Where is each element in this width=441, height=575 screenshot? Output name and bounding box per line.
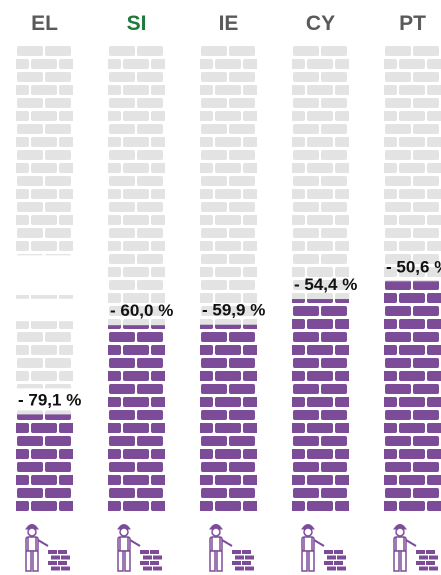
brick-column	[200, 45, 257, 512]
bar	[108, 325, 165, 512]
value-label: - 50,6 %	[386, 257, 441, 276]
body	[393, 536, 407, 552]
category-label: CY	[306, 12, 335, 35]
brick-column	[384, 45, 441, 512]
brick-column	[292, 45, 349, 512]
bar	[384, 281, 441, 512]
bar	[16, 414, 73, 512]
leg	[301, 550, 308, 572]
small-brick	[150, 550, 159, 554]
category-label: PT	[399, 12, 426, 35]
small-brick	[143, 566, 152, 571]
leg	[124, 550, 131, 572]
leg	[209, 550, 216, 572]
worker-icon	[25, 524, 70, 572]
small-brick	[140, 550, 149, 554]
small-brick	[245, 555, 254, 560]
category-label: IE	[219, 12, 239, 35]
small-brick	[232, 550, 241, 554]
helmet	[117, 524, 131, 530]
helmet	[393, 524, 407, 530]
small-brick	[48, 550, 57, 554]
small-brick	[334, 561, 343, 565]
arm	[37, 539, 49, 547]
small-brick	[58, 561, 67, 565]
small-brick	[324, 561, 333, 565]
body	[117, 536, 131, 552]
value-label: - 79,1 %	[18, 390, 81, 409]
brick-column	[108, 45, 165, 512]
value-label: - 59,9 %	[202, 301, 265, 320]
label-bg	[0, 255, 79, 278]
small-brick	[337, 555, 346, 560]
bar	[292, 299, 349, 512]
helmet	[25, 524, 39, 530]
arm	[129, 539, 141, 547]
label-bg	[0, 273, 79, 296]
leg	[308, 550, 315, 572]
small-brick	[419, 566, 428, 571]
small-brick	[416, 561, 425, 565]
small-brick	[429, 555, 438, 560]
small-brick	[419, 555, 428, 560]
small-brick	[140, 561, 149, 565]
small-brick	[416, 550, 425, 554]
small-brick	[51, 555, 60, 560]
body	[209, 536, 223, 552]
leg	[400, 550, 407, 572]
small-brick	[51, 566, 60, 571]
small-brick	[235, 555, 244, 560]
bar	[200, 324, 257, 512]
small-brick	[327, 555, 336, 560]
arm	[405, 539, 417, 547]
label-bg	[0, 388, 79, 411]
body	[25, 536, 39, 552]
head	[211, 527, 221, 537]
arm	[221, 539, 233, 547]
leg	[393, 550, 400, 572]
worker-icon	[393, 524, 438, 572]
small-brick	[334, 550, 343, 554]
worker-icon	[209, 524, 254, 572]
small-brick	[327, 566, 336, 571]
small-brick	[153, 566, 162, 571]
value-label: - 54,4 %	[294, 275, 357, 294]
small-brick	[337, 566, 346, 571]
small-brick	[242, 561, 251, 565]
small-brick	[61, 555, 70, 560]
small-brick	[242, 550, 251, 554]
leg	[25, 550, 32, 572]
small-brick	[232, 561, 241, 565]
small-brick	[429, 566, 438, 571]
head	[303, 527, 313, 537]
value-label: - 60,0 %	[110, 301, 173, 320]
small-brick	[153, 555, 162, 560]
small-brick	[61, 566, 70, 571]
leg	[32, 550, 39, 572]
small-brick	[150, 561, 159, 565]
worker-icon	[301, 524, 346, 572]
small-brick	[235, 566, 244, 571]
helmet	[209, 524, 223, 530]
body	[301, 536, 315, 552]
label-bg	[0, 298, 79, 321]
head	[395, 527, 405, 537]
small-brick	[324, 550, 333, 554]
category-label: EL	[31, 12, 58, 35]
worker-icon	[117, 524, 162, 572]
small-brick	[143, 555, 152, 560]
helmet	[301, 524, 315, 530]
leg	[117, 550, 124, 572]
small-brick	[58, 550, 67, 554]
head	[27, 527, 37, 537]
head	[119, 527, 129, 537]
small-brick	[245, 566, 254, 571]
small-brick	[48, 561, 57, 565]
small-brick	[426, 561, 435, 565]
category-label: SI	[127, 12, 147, 35]
arm	[313, 539, 325, 547]
small-brick	[426, 550, 435, 554]
leg	[216, 550, 223, 572]
